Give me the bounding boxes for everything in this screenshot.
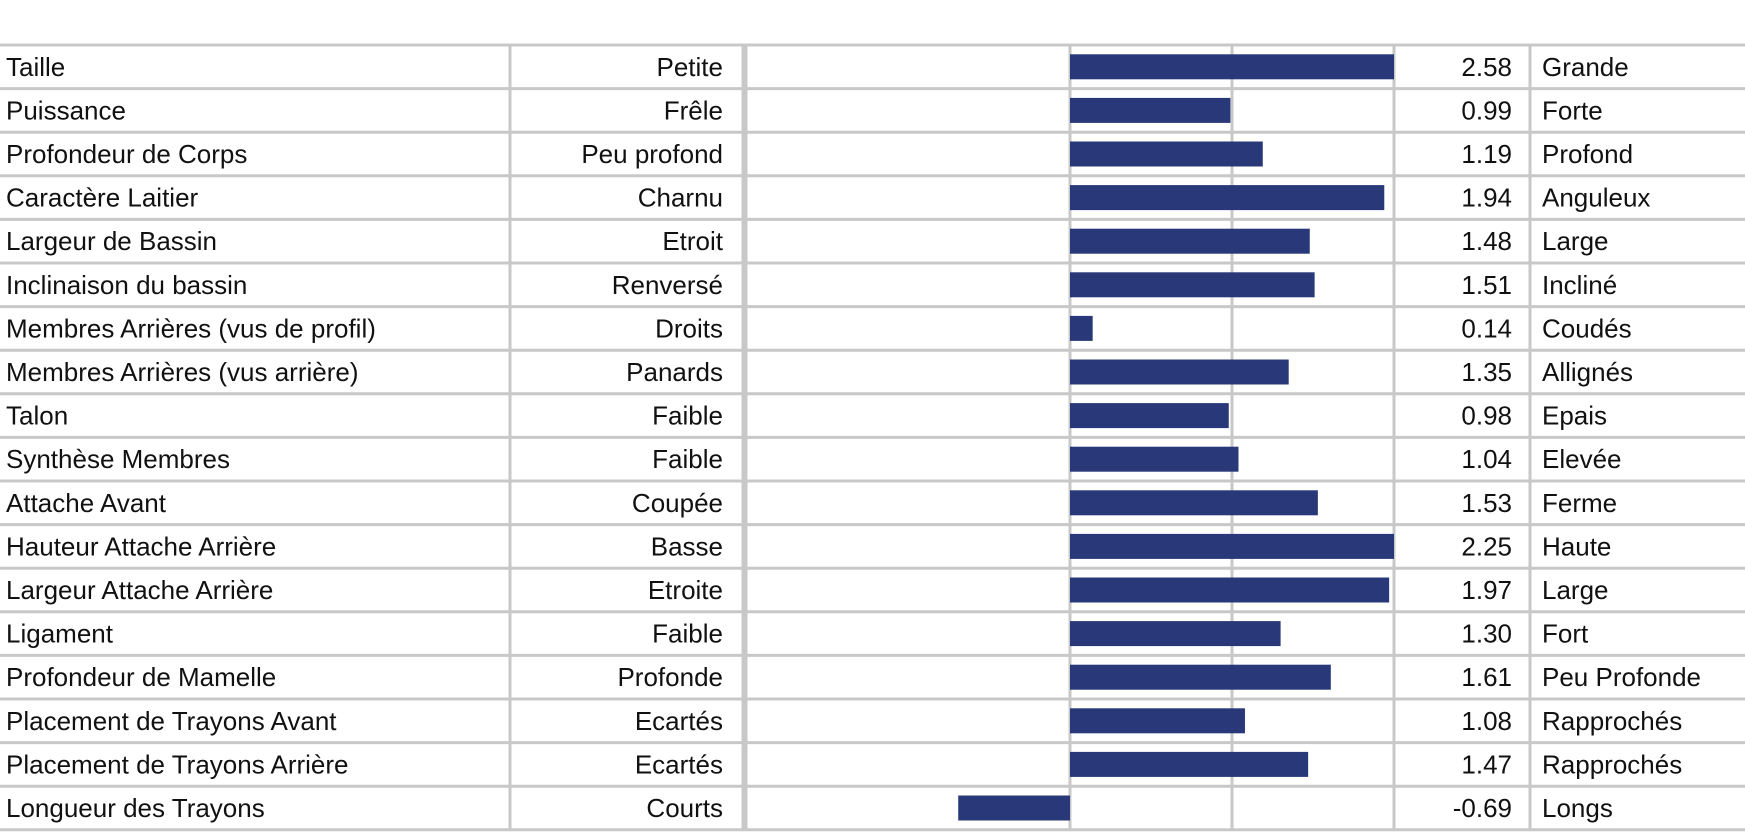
value-label: 1.51 xyxy=(1461,270,1512,300)
low-pole-label: Faible xyxy=(652,619,723,649)
value-label: 0.99 xyxy=(1461,95,1512,125)
low-pole-label: Faible xyxy=(652,401,723,431)
grid-lines xyxy=(0,43,1745,832)
high-pole-label: Epais xyxy=(1542,401,1607,431)
bar-2 xyxy=(1070,141,1263,167)
low-pole-label: Ecartés xyxy=(635,706,723,736)
high-pole-label: Rapprochés xyxy=(1542,706,1682,736)
high-pole-label: Anguleux xyxy=(1542,183,1650,213)
high-pole-label: Large xyxy=(1542,226,1609,256)
high-pole-label: Haute xyxy=(1542,531,1611,561)
trait-label: Longueur des Trayons xyxy=(6,793,265,823)
trait-label: Attache Avant xyxy=(6,488,167,518)
high-pole-label: Allignés xyxy=(1542,357,1633,387)
value-label: -0.69 xyxy=(1453,793,1512,823)
trait-label: Caractère Laitier xyxy=(6,183,199,213)
value-label: 1.53 xyxy=(1461,488,1512,518)
trait-label: Ligament xyxy=(6,619,114,649)
bar-9 xyxy=(1070,446,1239,472)
value-label: 1.61 xyxy=(1461,662,1512,692)
low-pole-label: Panards xyxy=(626,357,723,387)
high-pole-label: Elevée xyxy=(1542,444,1622,474)
high-pole-label: Forte xyxy=(1542,95,1603,125)
bar-5 xyxy=(1070,272,1315,298)
low-pole-label: Charnu xyxy=(638,183,723,213)
value-label: 1.30 xyxy=(1461,619,1512,649)
value-label: 0.98 xyxy=(1461,401,1512,431)
trait-label: Taille xyxy=(6,52,65,82)
bar-8 xyxy=(1070,403,1229,429)
value-label: 1.97 xyxy=(1461,575,1512,605)
trait-label: Membres Arrières (vus de profil) xyxy=(6,313,376,343)
bar-6 xyxy=(1070,315,1093,341)
trait-label: Membres Arrières (vus arrière) xyxy=(6,357,359,387)
trait-label: Largeur Attache Arrière xyxy=(6,575,273,605)
low-pole-label: Basse xyxy=(651,531,723,561)
trait-label: Placement de Trayons Avant xyxy=(6,706,337,736)
bar-0 xyxy=(1070,54,1394,80)
bar-1 xyxy=(1070,97,1231,123)
bars xyxy=(958,54,1394,821)
value-label: 1.08 xyxy=(1461,706,1512,736)
value-label: 1.19 xyxy=(1461,139,1512,169)
value-label: 1.94 xyxy=(1461,183,1512,213)
low-pole-label: Petite xyxy=(657,52,724,82)
bar-7 xyxy=(1070,359,1289,385)
high-pole-label: Grande xyxy=(1542,52,1629,82)
trait-label: Largeur de Bassin xyxy=(6,226,217,256)
high-pole-label: Rapprochés xyxy=(1542,749,1682,779)
trait-label: Inclinaison du bassin xyxy=(6,270,247,300)
high-pole-label: Incliné xyxy=(1542,270,1617,300)
bar-15 xyxy=(1070,708,1245,734)
low-pole-label: Frêle xyxy=(664,95,723,125)
trait-label: Profondeur de Mamelle xyxy=(6,662,276,692)
bar-12 xyxy=(1070,577,1390,603)
row-labels: Taille Petite 2.58 Grande Puissance Frêle 0.99… xyxy=(6,52,1701,823)
low-pole-label: Droits xyxy=(655,313,723,343)
high-pole-label: Coudés xyxy=(1542,313,1632,343)
high-pole-label: Profond xyxy=(1542,139,1633,169)
low-pole-label: Profonde xyxy=(617,662,723,692)
low-pole-label: Etroit xyxy=(662,226,723,256)
bar-11 xyxy=(1070,533,1394,559)
low-pole-label: Etroite xyxy=(648,575,723,605)
value-label: 2.58 xyxy=(1461,52,1512,82)
bar-16 xyxy=(1070,751,1309,777)
trait-label: Talon xyxy=(6,401,68,431)
high-pole-label: Large xyxy=(1542,575,1609,605)
trait-label: Synthèse Membres xyxy=(6,444,230,474)
high-pole-label: Peu Profonde xyxy=(1542,662,1701,692)
low-pole-label: Ecartés xyxy=(635,749,723,779)
low-pole-label: Peu profond xyxy=(581,139,723,169)
bar-3 xyxy=(1070,185,1385,211)
trait-label: Profondeur de Corps xyxy=(6,139,247,169)
bar-4 xyxy=(1070,228,1310,254)
bar-17 xyxy=(958,795,1070,821)
low-pole-label: Renversé xyxy=(612,270,723,300)
bar-10 xyxy=(1070,490,1318,516)
low-pole-label: Faible xyxy=(652,444,723,474)
value-label: 2.25 xyxy=(1461,531,1512,561)
value-label: 1.47 xyxy=(1461,749,1512,779)
value-label: 1.35 xyxy=(1461,357,1512,387)
trait-label: Placement de Trayons Arrière xyxy=(6,749,349,779)
bar-13 xyxy=(1070,621,1281,647)
high-pole-label: Fort xyxy=(1542,619,1589,649)
high-pole-label: Longs xyxy=(1542,793,1613,823)
bar-14 xyxy=(1070,664,1331,690)
trait-label: Puissance xyxy=(6,95,126,125)
value-label: 1.48 xyxy=(1461,226,1512,256)
value-label: 0.14 xyxy=(1461,313,1512,343)
trait-label: Hauteur Attache Arrière xyxy=(6,531,276,561)
low-pole-label: Courts xyxy=(646,793,723,823)
value-label: 1.04 xyxy=(1461,444,1512,474)
high-pole-label: Ferme xyxy=(1542,488,1617,518)
low-pole-label: Coupée xyxy=(632,488,723,518)
